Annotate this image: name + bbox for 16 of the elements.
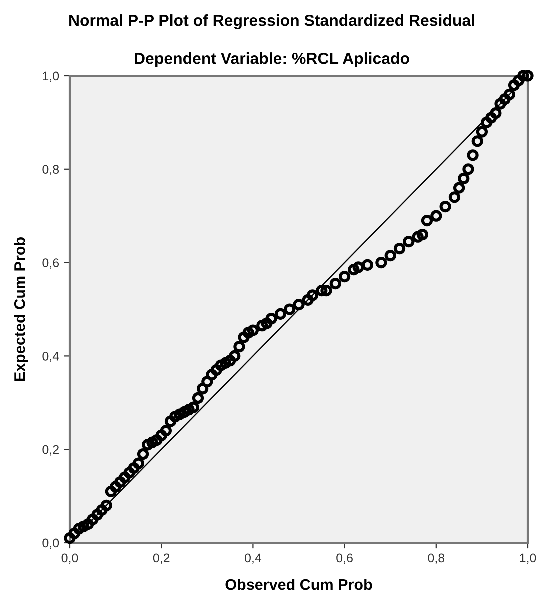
y-tick-label: 0,4 [42,352,60,362]
x-tick-label: 0,0 [62,554,78,564]
y-tick-label: 1,0 [43,72,60,82]
x-tick-label: 0,2 [153,554,170,564]
y-tick-label: 0,6 [42,258,60,269]
y-tick-label: 0,2 [42,445,59,456]
x-tick-label: 1,0 [520,554,536,564]
x-tick-label: 0,4 [245,554,262,564]
x-tick-label: 0,6 [336,554,353,564]
x-tick-label: 0,8 [428,554,445,564]
x-axis-title: Observed Cum Prob [226,578,372,590]
y-tick-label: 0,8 [42,165,60,176]
chart-subtitle: Dependent Variable: %RCL Aplicado [135,52,410,68]
y-axis-title: Expected Cum Prob [14,238,28,382]
y-tick-label: 0,0 [42,538,60,550]
chart-title: Normal P-P Plot of Regression Standardized Residual [70,14,474,30]
